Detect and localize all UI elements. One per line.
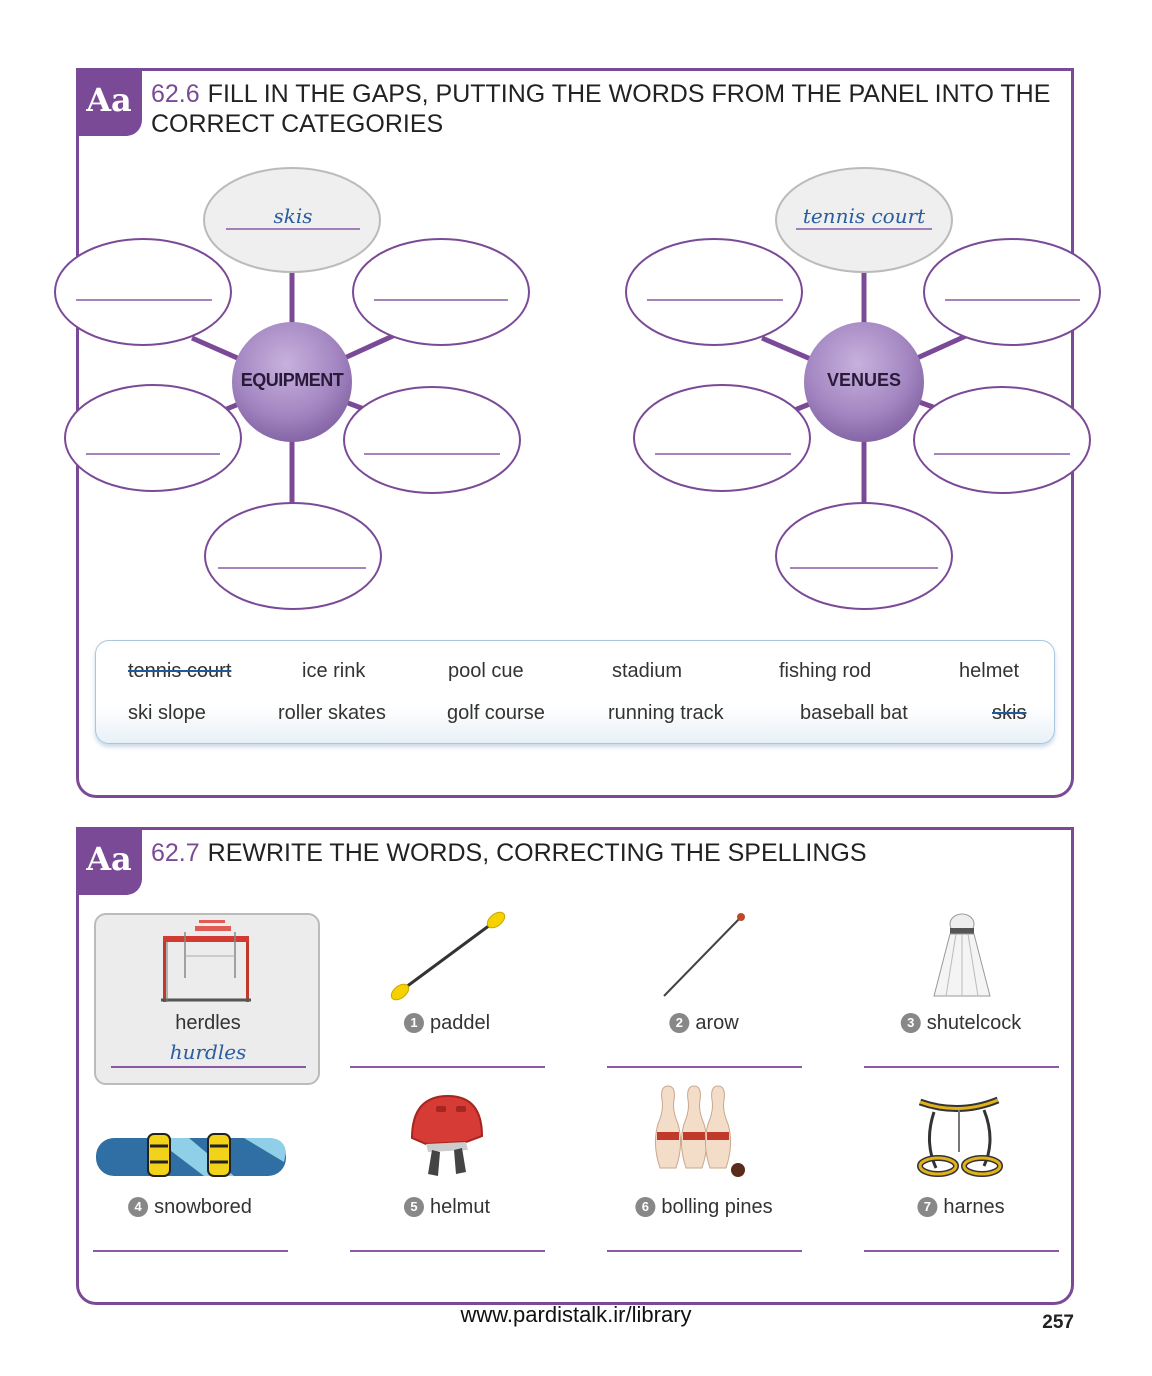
item-word: 4 snowbored bbox=[128, 1196, 252, 1219]
exercise-title: 62.7 REWRITE THE WORDS, CORRECTING THE SP… bbox=[151, 838, 1051, 868]
exercise-instruction: REWRITE THE WORDS, CORRECTING THE SPELLI… bbox=[207, 839, 867, 867]
footer-url: www.pardistalk.ir/library bbox=[460, 1302, 692, 1327]
hurdles-icon bbox=[161, 920, 251, 1002]
panel-word: stadium bbox=[612, 660, 683, 682]
panel-word: helmet bbox=[959, 660, 1020, 682]
arrow-icon bbox=[663, 913, 745, 997]
exercise-number: 62.7 bbox=[151, 839, 200, 867]
equipment-blank-bottom[interactable] bbox=[204, 502, 382, 610]
panel-word: running track bbox=[608, 702, 724, 724]
answer-line[interactable] bbox=[864, 1250, 1059, 1252]
equipment-hub bbox=[232, 322, 352, 442]
snowboard-icon bbox=[96, 1133, 286, 1177]
example-answer: hurdles bbox=[169, 1040, 247, 1064]
item-text: snowbored bbox=[154, 1196, 252, 1218]
answer-line[interactable] bbox=[350, 1066, 545, 1068]
paddle-icon bbox=[390, 911, 505, 1001]
aa-badge: Aa bbox=[76, 68, 142, 136]
bowling-pins-icon bbox=[654, 1085, 745, 1177]
item-text: bolling pines bbox=[661, 1196, 773, 1218]
equipment-example-bubble bbox=[203, 167, 381, 273]
answer-line[interactable] bbox=[607, 1066, 802, 1068]
item-word: 1 paddel bbox=[403, 1012, 491, 1035]
venues-blank-left-top[interactable] bbox=[625, 238, 803, 346]
panel-word: tennis court bbox=[128, 660, 232, 682]
exercise-number: 62.6 bbox=[151, 80, 200, 108]
item-number: 7 bbox=[917, 1197, 938, 1217]
exercise-instruction: FILL IN THE GAPS, PUTTING THE WORDS FROM… bbox=[151, 80, 1051, 138]
item-number: 3 bbox=[900, 1013, 921, 1033]
exercise-title: 62.6 FILL IN THE GAPS, PUTTING THE WORDS … bbox=[151, 79, 1051, 139]
venues-example-bubble bbox=[775, 167, 953, 273]
venues-blank-left-bottom[interactable] bbox=[633, 384, 811, 492]
item-number: 5 bbox=[403, 1197, 424, 1217]
answer-line[interactable] bbox=[350, 1250, 545, 1252]
venues-example-answer: tennis court bbox=[802, 204, 926, 228]
item-word: 2 arow bbox=[669, 1012, 739, 1035]
item-word: 3 shutelcock bbox=[900, 1012, 1022, 1035]
venues-hub bbox=[804, 322, 924, 442]
venues-hub-label: VENUES bbox=[826, 370, 902, 390]
item-text: arow bbox=[695, 1012, 739, 1034]
exercise-62-7: Aa 62.7 REWRITE THE WORDS, CORRECTING THE… bbox=[76, 827, 1074, 1305]
panel-word: golf course bbox=[447, 702, 545, 724]
item-text: harnes bbox=[943, 1196, 1005, 1218]
example-answer-line bbox=[111, 1066, 306, 1068]
harness-icon bbox=[917, 1096, 1003, 1177]
equipment-blank-right-bottom[interactable] bbox=[343, 386, 521, 494]
answer-line[interactable] bbox=[607, 1250, 802, 1252]
panel-word: pool cue bbox=[448, 660, 524, 682]
equipment-hub-label: EQUIPMENT bbox=[240, 370, 344, 390]
panel-word: roller skates bbox=[278, 702, 386, 724]
equipment-example-answer: skis bbox=[273, 204, 313, 228]
item-number: 6 bbox=[635, 1197, 656, 1217]
item-text: helmut bbox=[429, 1196, 491, 1218]
venues-blank-right-top[interactable] bbox=[923, 238, 1101, 346]
word-panel bbox=[95, 640, 1055, 744]
aa-badge: Aa bbox=[76, 827, 142, 895]
panel-word: ski slope bbox=[128, 702, 206, 724]
panel-word: ice rink bbox=[302, 660, 366, 682]
word-web-diagram bbox=[54, 167, 1101, 610]
venues-blank-bottom[interactable] bbox=[775, 502, 953, 610]
item-text: shutelcock bbox=[926, 1012, 1022, 1034]
venues-blank-right-bottom[interactable] bbox=[913, 386, 1091, 494]
panel-word: baseball bat bbox=[800, 702, 908, 724]
equipment-blank-left-top[interactable] bbox=[54, 238, 232, 346]
item-text: paddel bbox=[429, 1012, 491, 1034]
shuttlecock-icon bbox=[933, 913, 991, 997]
item-word: 6 bolling pines bbox=[635, 1196, 773, 1219]
item-number: 4 bbox=[128, 1197, 149, 1217]
equipment-blank-left-bottom[interactable] bbox=[64, 384, 242, 492]
page-number: 257 bbox=[1042, 1312, 1074, 1333]
answer-line[interactable] bbox=[93, 1250, 288, 1252]
helmet-icon bbox=[410, 1094, 484, 1176]
panel-word: fishing rod bbox=[779, 660, 872, 682]
answer-line[interactable] bbox=[864, 1066, 1059, 1068]
item-word: 5 helmut bbox=[403, 1196, 491, 1219]
item-number: 2 bbox=[669, 1013, 690, 1033]
item-word: 7 harnes bbox=[917, 1196, 1005, 1219]
example-word: herdles bbox=[175, 1012, 241, 1034]
equipment-blank-right-top[interactable] bbox=[352, 238, 530, 346]
panel-word: skis bbox=[992, 702, 1027, 724]
item-number: 1 bbox=[403, 1013, 424, 1033]
